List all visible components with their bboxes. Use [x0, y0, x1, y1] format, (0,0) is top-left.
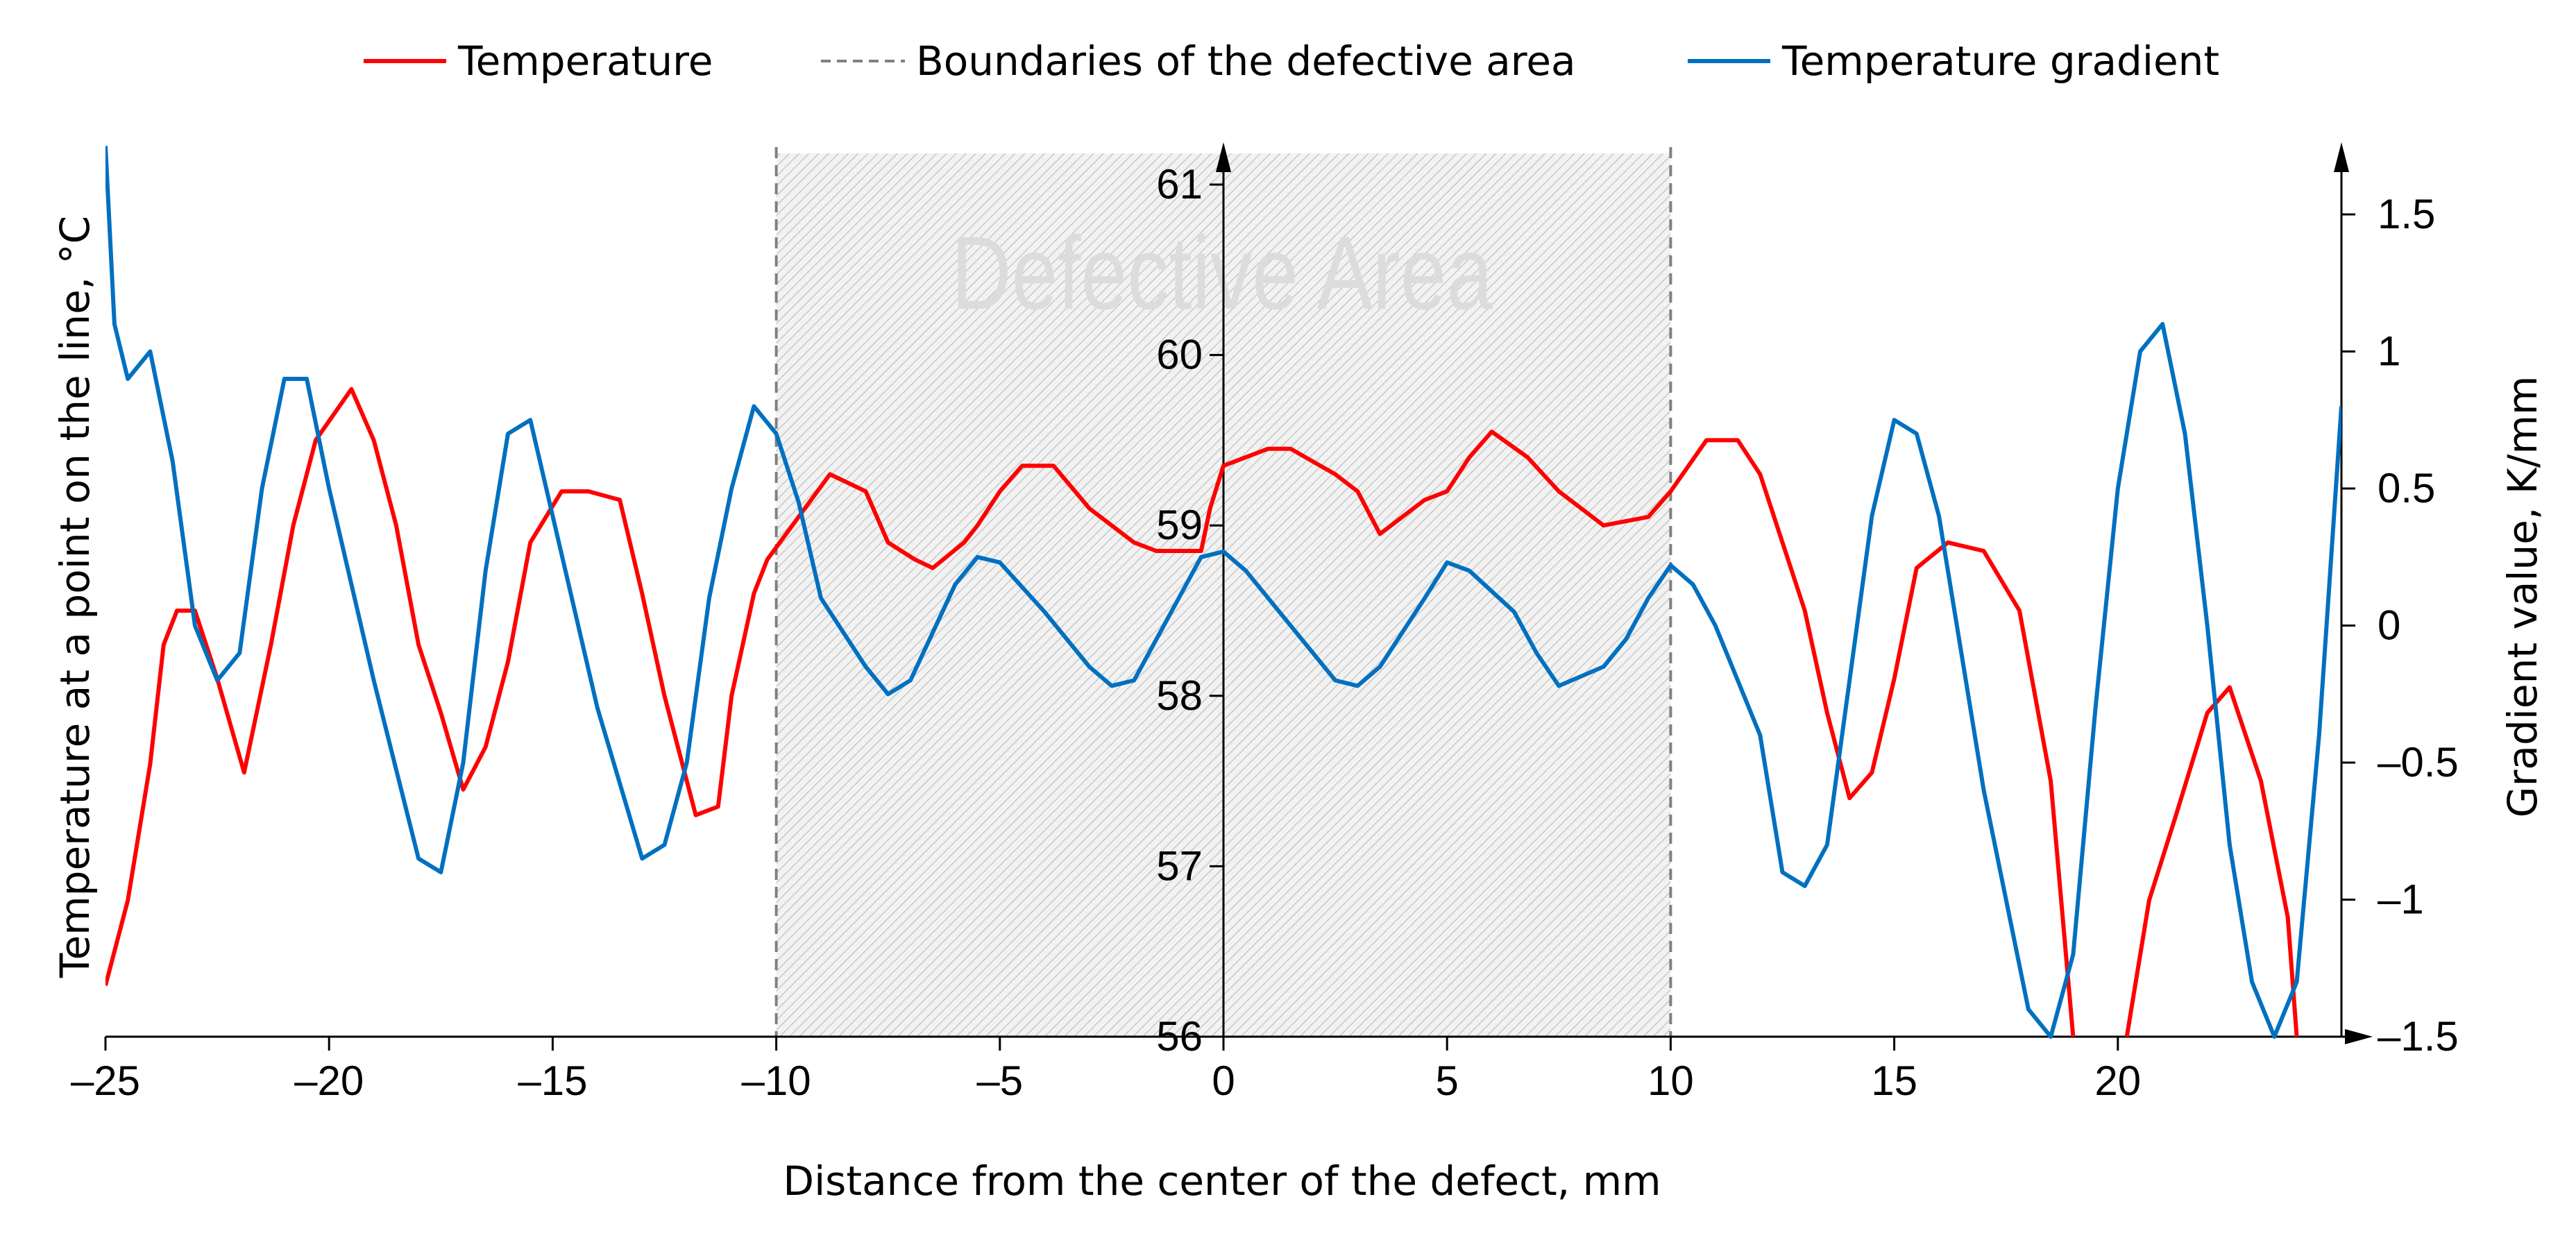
- x-tick-label: 15: [1871, 1058, 1917, 1104]
- y-left-tick-label: 61: [1156, 161, 1203, 207]
- y-right-tick-label: 0: [2378, 602, 2400, 649]
- y-left-tick-label: 60: [1156, 332, 1203, 378]
- y-left-tick-label: 59: [1156, 502, 1203, 548]
- x-tick-label: 10: [1647, 1058, 1694, 1104]
- gradient-line: [105, 146, 2341, 1039]
- x-tick-label: 5: [1436, 1058, 1459, 1104]
- y-right-tick-label: 1.5: [2378, 191, 2435, 237]
- y-axis-left-arrow-icon: [1216, 142, 1231, 172]
- y-axis-right-arrow-icon: [2334, 142, 2349, 172]
- y-left-tick-label: 56: [1156, 1013, 1203, 1060]
- y-axis-right-label: Gradient value, K/mm: [2499, 376, 2546, 818]
- x-axis-arrow-icon: [2345, 1029, 2373, 1044]
- x-tick-label: 20: [2094, 1058, 2141, 1104]
- x-tick-label: –15: [518, 1058, 587, 1104]
- y-right-tick-label: 0.5: [2378, 465, 2435, 511]
- legend-label-boundaries: Boundaries of the defective area: [916, 37, 1576, 85]
- x-tick-label: –20: [294, 1058, 364, 1104]
- y-left-tick-label: 58: [1156, 672, 1203, 719]
- x-tick-label: 0: [1212, 1058, 1235, 1104]
- y-left-tick-label: 57: [1156, 842, 1203, 889]
- legend-label-temperature: Temperature: [457, 37, 713, 85]
- x-tick-label: –10: [742, 1058, 811, 1104]
- y-right-tick-label: –1.5: [2378, 1013, 2459, 1060]
- y-right-tick-label: –0.5: [2378, 739, 2459, 785]
- temperature-line: [2124, 685, 2299, 1037]
- x-tick-label: –25: [71, 1058, 140, 1104]
- y-right-tick-label: –1: [2378, 876, 2424, 923]
- defective-area-annotation: Defective Area: [951, 214, 1493, 331]
- y-axis-left-label: Temperature at a point on the line, °C: [51, 216, 99, 978]
- x-tick-label: –5: [976, 1058, 1023, 1104]
- legend: Temperature Boundaries of the defective …: [364, 37, 2219, 85]
- x-axis-label: Distance from the center of the defect, …: [783, 1157, 1661, 1205]
- temperature-line: [105, 387, 2076, 1037]
- y-right-tick-label: 1: [2378, 328, 2400, 375]
- legend-label-gradient: Temperature gradient: [1781, 37, 2219, 85]
